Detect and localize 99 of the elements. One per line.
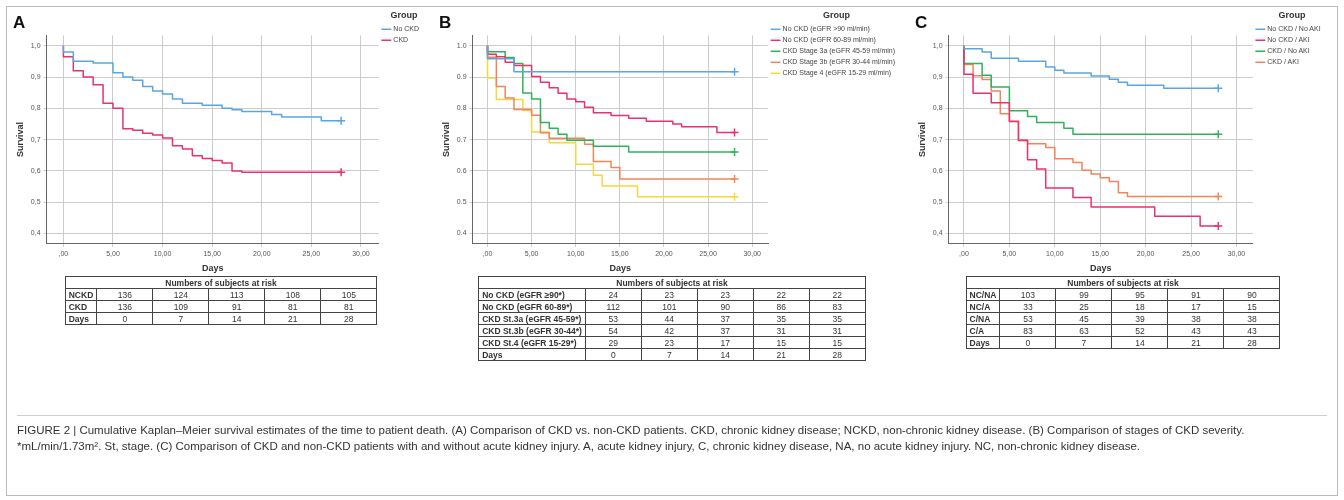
data-label: 91 bbox=[1167, 288, 1224, 301]
legend-title: Group bbox=[390, 9, 418, 20]
y-tick-label: NC/A bbox=[966, 300, 1000, 313]
data-label: 23 bbox=[641, 288, 698, 301]
chart-title: Numbers of subjects at risk bbox=[65, 276, 377, 289]
data-label: 22 bbox=[809, 288, 866, 301]
data-label: 136 bbox=[96, 300, 153, 313]
chart-title: Numbers of subjects at risk bbox=[966, 276, 1280, 289]
y-tick-label: NCKD bbox=[65, 288, 97, 301]
x-axis-title: Days bbox=[609, 263, 632, 274]
y-axis-title: Survival bbox=[916, 122, 927, 158]
data-label: 103 bbox=[999, 288, 1056, 301]
y-tick-label: CKD St.4 (eGFR 15-29*) bbox=[478, 336, 586, 349]
x-axis-title: Days bbox=[201, 263, 224, 274]
data-label: 113 bbox=[208, 288, 265, 301]
data-label: 35 bbox=[753, 312, 810, 325]
data-label: 17 bbox=[1167, 300, 1224, 313]
legend-title: Group bbox=[823, 9, 851, 20]
y-axis-title: Survival bbox=[440, 122, 451, 158]
data-label: 83 bbox=[999, 324, 1056, 337]
chart-title: A bbox=[13, 12, 26, 32]
caption: FIGURE 2 | Cumulative Kaplan–Meier survival estimates of the time to patient death. (A) Comparison of CKD vs. non-CKD patients. CKD, chronic kidney disease; NCKD, non-chronic kidney disease. (B) Comparison of stages of CKD severity. *mL/min/1.73m². St, stage. (C) Comparison of CKD and non-CKD patients with and without acute kidney injury. A, acute kidney injury, C, chronic kidney disease, NA, no acute kidney injury. NC, non-chronic kidney disease. bbox=[17, 423, 1246, 454]
data-label: 81 bbox=[320, 300, 377, 313]
x-tick-label: 28 bbox=[1223, 336, 1280, 349]
y-tick-label: CKD St.3b (eGFR 30-44*) bbox=[478, 324, 586, 337]
x-tick-label: 14 bbox=[697, 348, 754, 361]
data-label: 54 bbox=[585, 324, 642, 337]
data-label: 23 bbox=[641, 336, 698, 349]
x-tick-label: 21 bbox=[264, 312, 321, 325]
x-tick-label: 0 bbox=[96, 312, 153, 325]
data-label: 42 bbox=[641, 324, 698, 337]
x-tick-label: 7 bbox=[641, 348, 698, 361]
data-label: 37 bbox=[697, 324, 754, 337]
data-label: 91 bbox=[208, 300, 265, 313]
data-label: 108 bbox=[264, 288, 321, 301]
data-label: 37 bbox=[697, 312, 754, 325]
data-label: 23 bbox=[697, 288, 754, 301]
x-axis-title: Days bbox=[65, 312, 97, 325]
data-label: 18 bbox=[1111, 300, 1168, 313]
data-label: 44 bbox=[641, 312, 698, 325]
chart-title: Numbers of subjects at risk bbox=[478, 276, 866, 289]
x-tick-label: 21 bbox=[1167, 336, 1224, 349]
data-label: 101 bbox=[641, 300, 698, 313]
data-label: 35 bbox=[809, 312, 866, 325]
x-axis-title: Days bbox=[1089, 263, 1112, 274]
data-label: 43 bbox=[1223, 324, 1280, 337]
x-tick-label: 21 bbox=[753, 348, 810, 361]
x-tick-label: 28 bbox=[809, 348, 866, 361]
x-tick-label: 14 bbox=[208, 312, 265, 325]
data-label: 112 bbox=[585, 300, 642, 313]
data-label: 90 bbox=[1223, 288, 1280, 301]
data-label: 109 bbox=[152, 300, 209, 313]
x-tick-label: 0 bbox=[999, 336, 1056, 349]
data-label: 25 bbox=[1055, 300, 1112, 313]
data-label: 31 bbox=[809, 324, 866, 337]
y-tick-label: C/NA bbox=[966, 312, 1000, 325]
data-label: 33 bbox=[999, 300, 1056, 313]
x-tick-label: 28 bbox=[320, 312, 377, 325]
data-label: 53 bbox=[585, 312, 642, 325]
data-label: 15 bbox=[753, 336, 810, 349]
data-label: 136 bbox=[96, 288, 153, 301]
data-label: 95 bbox=[1111, 288, 1168, 301]
y-tick-label: C/A bbox=[966, 324, 1000, 337]
data-label: 90 bbox=[697, 300, 754, 313]
data-label: 53 bbox=[999, 312, 1056, 325]
data-label: 24 bbox=[585, 288, 642, 301]
y-tick-label: No CKD (eGFR ≥90*) bbox=[478, 288, 586, 301]
data-label: 83 bbox=[809, 300, 866, 313]
data-label: 81 bbox=[264, 300, 321, 313]
data-label: 86 bbox=[753, 300, 810, 313]
y-tick-label: NC/NA bbox=[966, 288, 1000, 301]
data-label: 52 bbox=[1111, 324, 1168, 337]
data-label: 38 bbox=[1167, 312, 1224, 325]
data-label: 63 bbox=[1055, 324, 1112, 337]
legend-title: Group bbox=[1278, 9, 1306, 20]
y-tick-label: CKD St.3a (eGFR 45-59*) bbox=[478, 312, 586, 325]
data-label: 124 bbox=[152, 288, 209, 301]
x-tick-label: 7 bbox=[152, 312, 209, 325]
x-axis-title: Days bbox=[966, 336, 1000, 349]
data-label: 17 bbox=[697, 336, 754, 349]
data-label: 39 bbox=[1111, 312, 1168, 325]
data-label: 99 bbox=[1055, 288, 1112, 301]
data-label: 38 bbox=[1223, 312, 1280, 325]
data-label: 31 bbox=[753, 324, 810, 337]
y-tick-label: No CKD (eGFR 60-89*) bbox=[478, 300, 586, 313]
chart-title: B bbox=[439, 12, 452, 32]
x-axis-title: Days bbox=[478, 348, 586, 361]
data-label: 22 bbox=[753, 288, 810, 301]
x-tick-label: 0 bbox=[585, 348, 642, 361]
data-label: 43 bbox=[1167, 324, 1224, 337]
data-label: 15 bbox=[809, 336, 866, 349]
data-label: 45 bbox=[1055, 312, 1112, 325]
data-label: 105 bbox=[320, 288, 377, 301]
data-label: 29 bbox=[585, 336, 642, 349]
x-tick-label: 14 bbox=[1111, 336, 1168, 349]
x-tick-label: 7 bbox=[1055, 336, 1112, 349]
chart-title: C bbox=[915, 12, 928, 32]
data-label: 15 bbox=[1223, 300, 1280, 313]
y-axis-title: Survival bbox=[14, 122, 25, 158]
